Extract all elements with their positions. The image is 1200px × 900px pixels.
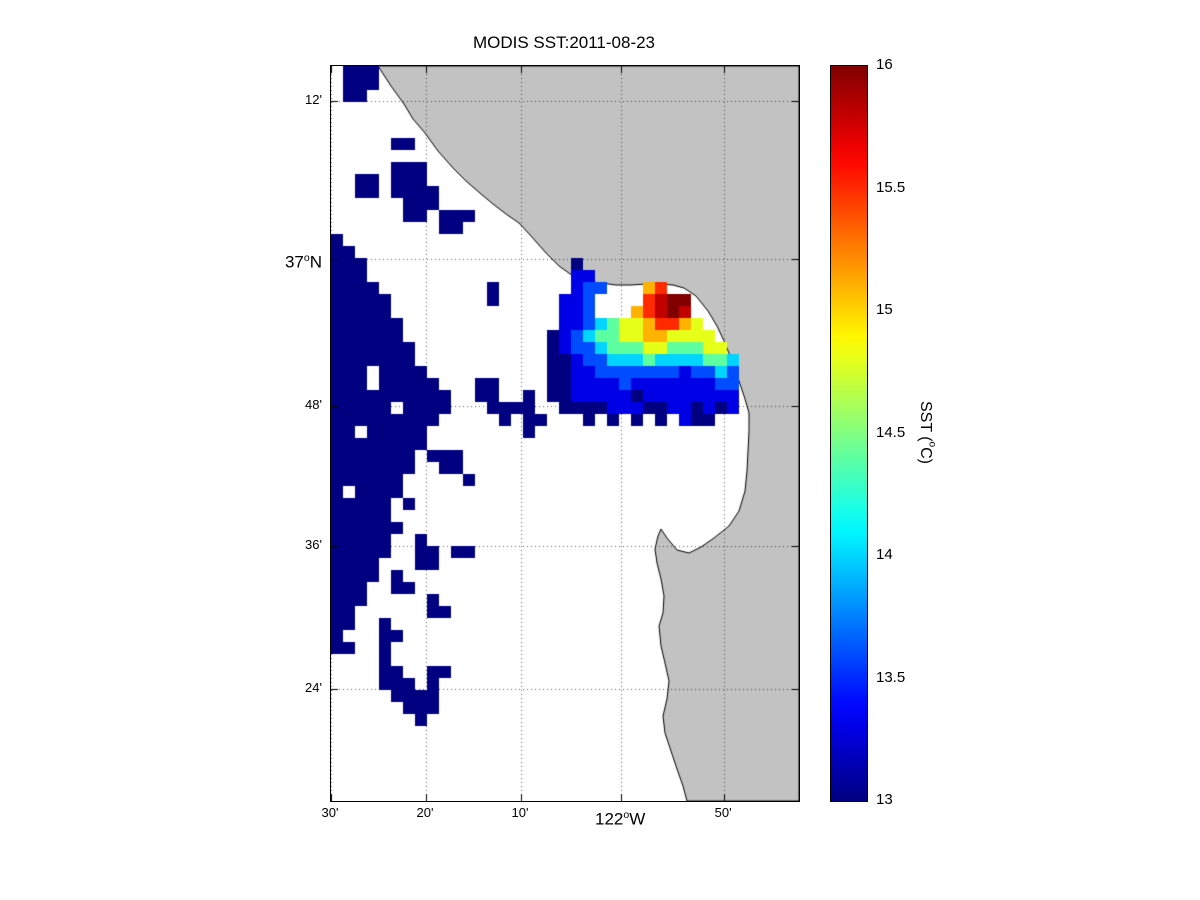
x-tick-label: 10' (511, 805, 529, 820)
x-tick-label: 20' (416, 805, 434, 820)
colorbar-tick-label: 13 (876, 791, 893, 808)
colorbar-tick-label: 16 (876, 56, 893, 73)
x-tick-label: 30' (321, 805, 339, 820)
colorbar-tick-label: 15.5 (876, 178, 906, 196)
y-tick-label: 48' (305, 397, 322, 413)
colorbar (830, 65, 868, 802)
x-tick-label: 122oW (595, 809, 646, 829)
colorbar-tick-label: 14 (876, 546, 893, 563)
y-tick-label: 24' (305, 680, 322, 696)
colorbar-gradient (831, 66, 867, 801)
colorbar-tick-label: 13.5 (876, 668, 906, 686)
map-plot (330, 65, 800, 802)
sst-map-canvas (331, 66, 799, 801)
colorbar-tick-label: 15 (876, 301, 893, 318)
chart-title: MODIS SST:2011-08-23 (472, 33, 656, 52)
y-tick-label: 12' (305, 92, 322, 108)
colorbar-tick-label: 14.5 (876, 423, 906, 441)
x-tick-label: 50' (714, 805, 732, 820)
y-tick-label: 37oN (284, 252, 322, 272)
colorbar-label: SST (oC) (917, 400, 938, 464)
y-tick-label: 36' (305, 536, 322, 552)
